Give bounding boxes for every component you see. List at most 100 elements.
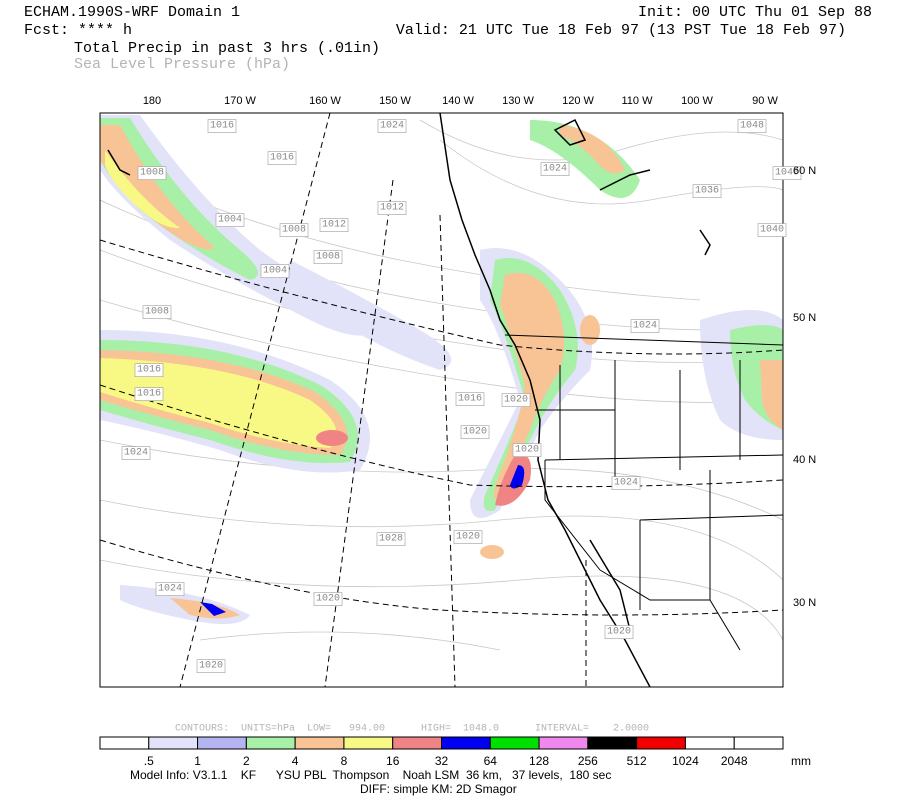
contour-label: 1028	[379, 534, 403, 545]
contour-label: 1024	[124, 448, 148, 459]
legend-swatch	[538, 736, 589, 750]
legend-label: 128	[529, 754, 549, 768]
contour-label-box	[134, 363, 164, 377]
contour-label: 1020	[316, 594, 340, 605]
contour-label-box	[377, 201, 407, 215]
contour-label-box	[155, 582, 185, 596]
contour-label: 1020	[504, 395, 528, 406]
contour-label: 1024	[633, 321, 657, 332]
graticule	[100, 113, 783, 687]
title: ECHAM.1990S-WRF Domain 1	[24, 4, 240, 21]
longitude-label: 130 W	[502, 95, 534, 107]
contour-label: 1020	[199, 661, 223, 672]
legend-label: 2	[243, 754, 250, 768]
isobars	[100, 119, 783, 651]
longitude-label: 140 W	[442, 95, 474, 107]
latitude-label: 50 N	[793, 312, 816, 324]
contour-label-box	[604, 625, 634, 639]
contour-label-box	[267, 151, 297, 165]
contour-label-box	[319, 218, 349, 232]
legend-swatch	[441, 736, 491, 750]
longitude-label: 180	[143, 95, 161, 107]
contour-label: 1040	[760, 225, 784, 236]
contour-label-box	[279, 223, 309, 237]
contour-label: 1004	[218, 215, 242, 226]
contour-label-box	[215, 213, 245, 227]
legend-label: 16	[386, 754, 400, 768]
contour-label: 1048	[740, 121, 764, 132]
latitude-labels: 60 N 50 N 40 N 30 N	[793, 165, 816, 609]
contour-label-box	[313, 592, 343, 606]
contour-label-box	[453, 530, 483, 544]
longitude-label: 120 W	[562, 95, 594, 107]
contour-label-box	[692, 184, 722, 198]
contour-label-box	[757, 223, 787, 237]
contour-label-box	[137, 166, 167, 180]
map-area	[100, 113, 783, 687]
contour-label-box	[630, 319, 660, 333]
legend-swatch	[587, 736, 638, 750]
contour-label-box	[460, 425, 490, 439]
latitude-label: 30 N	[793, 597, 816, 609]
contour-label: 1020	[456, 532, 480, 543]
contour-label-box	[772, 166, 802, 180]
contour-label: 1024	[543, 164, 567, 175]
contour-label: 1004	[263, 266, 287, 277]
contour-label: 1020	[607, 627, 631, 638]
contour-label-box	[377, 119, 407, 133]
contour-label: 1024	[614, 478, 638, 489]
contour-label-box	[512, 443, 542, 457]
contour-label-box	[196, 659, 226, 673]
contour-label: 1012	[322, 220, 346, 231]
legend-unit: mm	[791, 754, 811, 768]
legend-label: 2048	[721, 754, 748, 768]
contour-labels: 1016 1024 1048 1016 1008 1024 1040 1004 …	[121, 119, 802, 673]
legend-label: 32	[435, 754, 449, 768]
contour-label-box	[376, 532, 406, 546]
contour-label: 1036	[695, 186, 719, 197]
valid-time: Valid: 21 UTC Tue 18 Feb 97 (13 PST Tue …	[396, 22, 846, 39]
precip-shading	[100, 115, 783, 624]
contour-label: 1016	[270, 153, 294, 164]
longitude-label: 170 W	[224, 95, 256, 107]
contour-label-box	[207, 119, 237, 133]
contour-label-box	[611, 476, 641, 490]
contour-label: 1008	[282, 225, 306, 236]
contour-label: 1008	[316, 252, 340, 263]
contour-label: 1008	[140, 168, 164, 179]
colorbar: .5 1 2 4 8 16 32 64 128 256 512 1024 2048 mm	[99, 736, 811, 768]
legend-swatch	[294, 736, 345, 750]
contour-label: 1016	[210, 121, 234, 132]
init-time: Init: 00 UTC Thu 01 Sep 88	[638, 4, 872, 21]
legend-swatch	[148, 736, 199, 750]
legend-swatch	[99, 736, 150, 750]
legend-label: 8	[341, 754, 348, 768]
legend-label: 4	[292, 754, 299, 768]
contour-label: 1016	[137, 389, 161, 400]
contour-label-box	[313, 250, 343, 264]
longitude-labels: 180 170 W 160 W 150 W 140 W 130 W 120 W 110 W 10…	[143, 95, 779, 107]
contour-label: 1008	[145, 307, 169, 318]
legend-label: 1024	[672, 754, 699, 768]
coastlines	[107, 113, 711, 687]
contour-label-box	[540, 162, 570, 176]
forecast-hour: Fcst: **** h	[24, 22, 132, 39]
legend-swatch	[343, 736, 394, 750]
contour-label: 1016	[458, 394, 482, 405]
contour-label: 1012	[380, 203, 404, 214]
legend-label: 256	[578, 754, 598, 768]
contour-label-box	[455, 392, 485, 406]
contour-label-box	[142, 305, 172, 319]
longitude-label: 160 W	[309, 95, 341, 107]
legend-swatch	[636, 736, 686, 750]
legend-label: .5	[144, 754, 154, 768]
legend-swatch	[684, 736, 735, 750]
longitude-label: 100 W	[681, 95, 713, 107]
diff-info: DIFF: simple KM: 2D Smagor	[360, 782, 517, 796]
legend-swatch	[197, 736, 247, 750]
contour-label-box	[134, 387, 164, 401]
contour-label-box	[121, 446, 151, 460]
